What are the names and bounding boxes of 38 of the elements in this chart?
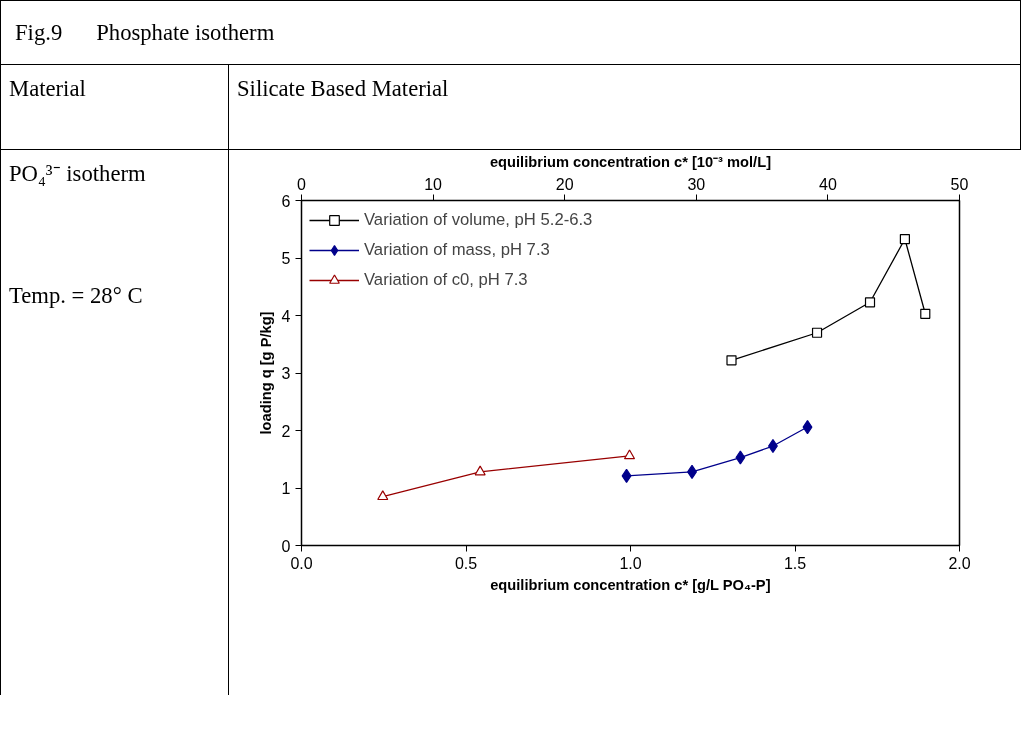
- point: [864, 297, 876, 308]
- y-tick-label: 1: [281, 480, 291, 497]
- point: [623, 449, 636, 460]
- y-tick-label: 6: [281, 192, 291, 210]
- x-tick-label: 1.0: [619, 554, 642, 572]
- legend-label: Variation of c0, pH 7.3: [364, 269, 528, 291]
- x-tick-label: 0.5: [454, 554, 478, 572]
- x2-tick-label: 20: [555, 175, 574, 193]
- point: [920, 308, 931, 319]
- point: [811, 327, 823, 338]
- y-tick-label: 5: [281, 250, 291, 267]
- x2-tick-label: 0: [297, 175, 307, 193]
- x-tick-label: 1.5: [783, 554, 807, 572]
- x2-tick-label: 10: [424, 175, 443, 193]
- point: [735, 450, 746, 465]
- point: [726, 355, 737, 366]
- text: Temp. = 28° C: [9, 282, 143, 310]
- y-tick-label: 3: [281, 365, 291, 382]
- y-axis-title: loading q [g P/kg]: [257, 311, 274, 435]
- y-tick-label: 0: [281, 537, 291, 555]
- text: Silicate Based Material: [237, 75, 449, 103]
- x2-tick-label: 40: [819, 175, 837, 193]
- text: Material: [9, 75, 86, 103]
- y-tick-label: 4: [281, 307, 291, 325]
- text: PO₄³⁻ isotherm: [9, 160, 146, 188]
- chart-title: Fig.9 Phosphate isotherm: [15, 19, 275, 47]
- x-axis-title: equilibrium concentration c* [g/L PO₄-P]: [490, 576, 771, 593]
- legend-label: Variation of mass, pH 7.3: [364, 239, 550, 261]
- x-tick-label: 2.0: [948, 554, 971, 572]
- x-tick-label: 0.0: [290, 554, 313, 572]
- y-tick-label: 2: [281, 422, 291, 440]
- point: [474, 465, 486, 476]
- point: [899, 233, 910, 245]
- x2-axis-title: equilibrium concentration c* [10⁻³ mol/L]: [489, 153, 772, 170]
- legend-label: Variation of volume, pH 5.2-6.3: [364, 209, 593, 231]
- point: [377, 490, 389, 501]
- x2-tick-label: 30: [687, 175, 706, 193]
- x2-tick-label: 50: [950, 175, 969, 193]
